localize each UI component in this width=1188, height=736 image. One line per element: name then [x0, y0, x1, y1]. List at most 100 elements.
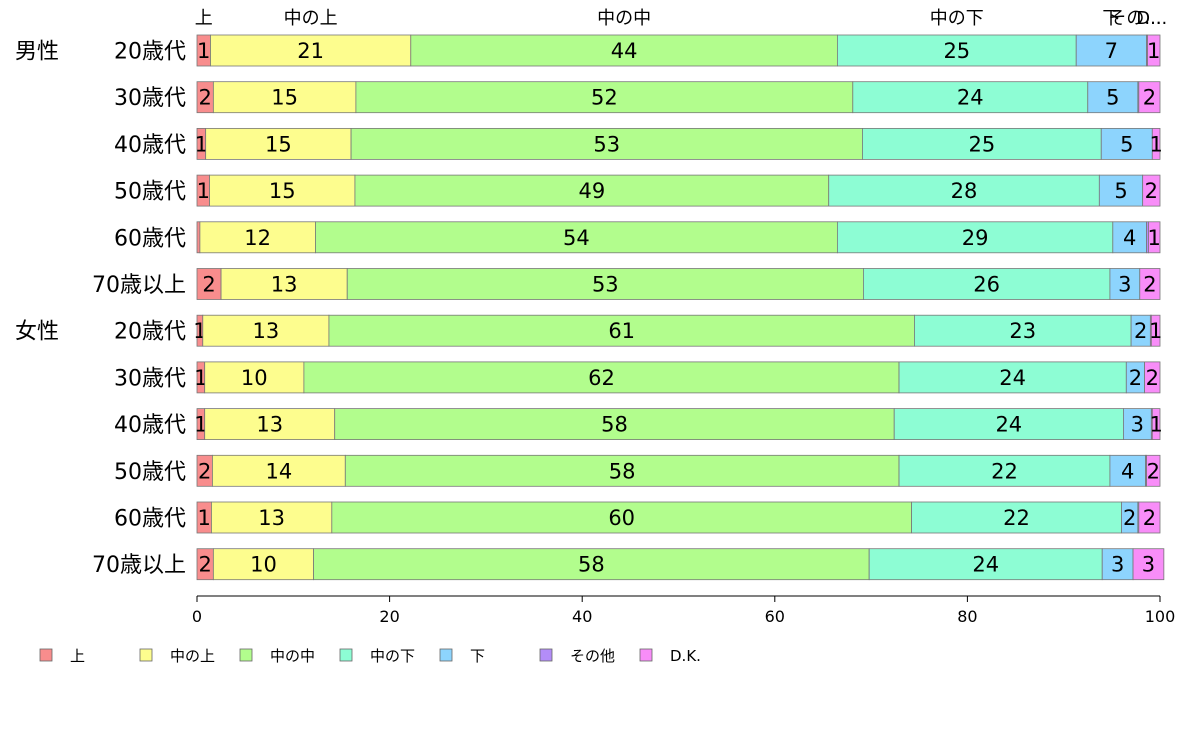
- bar-segment: [1138, 501, 1161, 534]
- bar-row: 1 15 49 28 5 2: [197, 174, 1161, 207]
- bar-segment: [210, 34, 412, 67]
- bar-segment: [1147, 34, 1161, 67]
- bar-segment: [863, 268, 1111, 300]
- data-label: 2: [202, 273, 215, 297]
- data-label: 25: [943, 39, 970, 63]
- bar-row: 2 13 53 26 3 2: [196, 268, 1161, 300]
- bar-segment: [1098, 174, 1144, 207]
- bar-segment: [202, 314, 330, 347]
- data-label: 49: [578, 179, 605, 203]
- bar-segment: [1123, 408, 1152, 441]
- bar-segment: [1151, 408, 1161, 441]
- bar-segment: [1151, 127, 1161, 160]
- legend-label: 中の上: [170, 647, 215, 665]
- legend-label: 中の中: [270, 647, 315, 665]
- data-label: 52: [591, 86, 618, 110]
- group-label: 女性: [15, 320, 59, 345]
- row-label: 30歳代: [114, 86, 186, 111]
- x-tick-label: 0: [192, 607, 202, 626]
- data-label: 7: [1105, 39, 1118, 63]
- data-label: 1: [197, 39, 210, 63]
- bar-segment: [220, 268, 348, 300]
- data-label: 1: [195, 132, 208, 156]
- bar-segment: [328, 314, 915, 347]
- data-label: 2: [1143, 506, 1156, 530]
- row-label: 50歳代: [114, 180, 186, 205]
- data-label: 1: [1149, 132, 1162, 156]
- data-label: 15: [269, 179, 296, 203]
- data-label: 25: [968, 132, 995, 156]
- bar-segment: [315, 221, 838, 254]
- bar-segment: [1112, 221, 1147, 254]
- data-label: 22: [1003, 506, 1030, 530]
- data-label: 2: [199, 86, 212, 110]
- x-tick-label: 80: [957, 607, 977, 626]
- bar-segment: [1144, 361, 1161, 394]
- data-label: 10: [241, 366, 268, 390]
- top-category-label: 中の下: [930, 8, 984, 29]
- data-label: 58: [578, 553, 605, 577]
- data-label: 2: [1147, 459, 1160, 483]
- data-label: 1: [1147, 39, 1160, 63]
- bar-row: 2 10 58 24 3 3: [196, 548, 1165, 581]
- legend-label: その他: [570, 647, 615, 665]
- bar-segment: [350, 127, 863, 160]
- row-label: 70歳以上: [92, 273, 186, 298]
- legend-swatch: [439, 648, 453, 662]
- top-category-label: 下: [1102, 8, 1120, 29]
- data-label: 22: [991, 459, 1018, 483]
- data-label: 58: [609, 459, 636, 483]
- data-label: 29: [962, 226, 989, 250]
- row-label: 60歳代: [114, 226, 186, 251]
- bar-row: 1 13 61 23 2 1: [193, 314, 1162, 347]
- group-label: 男性: [15, 40, 59, 65]
- data-label: 13: [271, 273, 298, 297]
- bar-segment: [199, 221, 316, 254]
- data-label: 2: [199, 553, 212, 577]
- bar-segment: [1139, 268, 1161, 300]
- legend-swatch: [239, 648, 253, 662]
- data-label: 1: [1149, 319, 1162, 343]
- top-category-label: 中の上: [284, 8, 338, 29]
- legend-label: 上: [70, 647, 85, 665]
- data-label: 10: [250, 553, 277, 577]
- bar-segment: [911, 501, 1122, 534]
- data-label: 3: [1142, 553, 1155, 577]
- bar-segment: [344, 454, 900, 487]
- data-label: 2: [1134, 319, 1147, 343]
- bar-row: 1 10 62 24 2 2: [194, 361, 1161, 394]
- bar-segment: [410, 34, 838, 67]
- data-label: 2: [1129, 366, 1142, 390]
- data-label: 53: [593, 132, 620, 156]
- data-label: 24: [999, 366, 1026, 390]
- data-label: 4: [1121, 459, 1134, 483]
- row-label: 70歳以上: [92, 553, 186, 578]
- bar-segment: [354, 174, 830, 207]
- bar-segment: [196, 221, 201, 254]
- bar-segment: [1138, 81, 1161, 114]
- bar-row: 1 21 44 25 7 1: [196, 34, 1161, 67]
- data-label: 23: [1009, 319, 1036, 343]
- data-label: 2: [1146, 366, 1159, 390]
- data-label: 5: [1120, 132, 1133, 156]
- data-label: 3: [1118, 273, 1131, 297]
- data-label: 15: [271, 86, 298, 110]
- legend-label: 下: [470, 647, 485, 665]
- bar-segment: [1132, 548, 1165, 581]
- data-label: 54: [563, 226, 590, 250]
- row-labels: 20歳代 30歳代 40歳代 50歳代 60歳代 70歳以上 20歳代 30歳代 40歳代 50歳…: [92, 40, 186, 579]
- legend-swatch: [339, 648, 353, 662]
- top-category-label: D...: [1136, 8, 1167, 29]
- x-tick-label: 40: [572, 607, 592, 626]
- row-label: 50歳代: [114, 460, 186, 485]
- x-tick-label: 20: [379, 607, 399, 626]
- bar-segment: [1148, 221, 1161, 254]
- bar-row: 1 13 58 24 3 1: [194, 408, 1163, 441]
- bar-row: 2 14 58 22 4 2: [196, 454, 1161, 487]
- data-label: 2: [1123, 506, 1136, 530]
- data-label: 2: [1143, 273, 1156, 297]
- row-label: 40歳代: [114, 413, 186, 438]
- top-category-label: 上: [195, 8, 213, 29]
